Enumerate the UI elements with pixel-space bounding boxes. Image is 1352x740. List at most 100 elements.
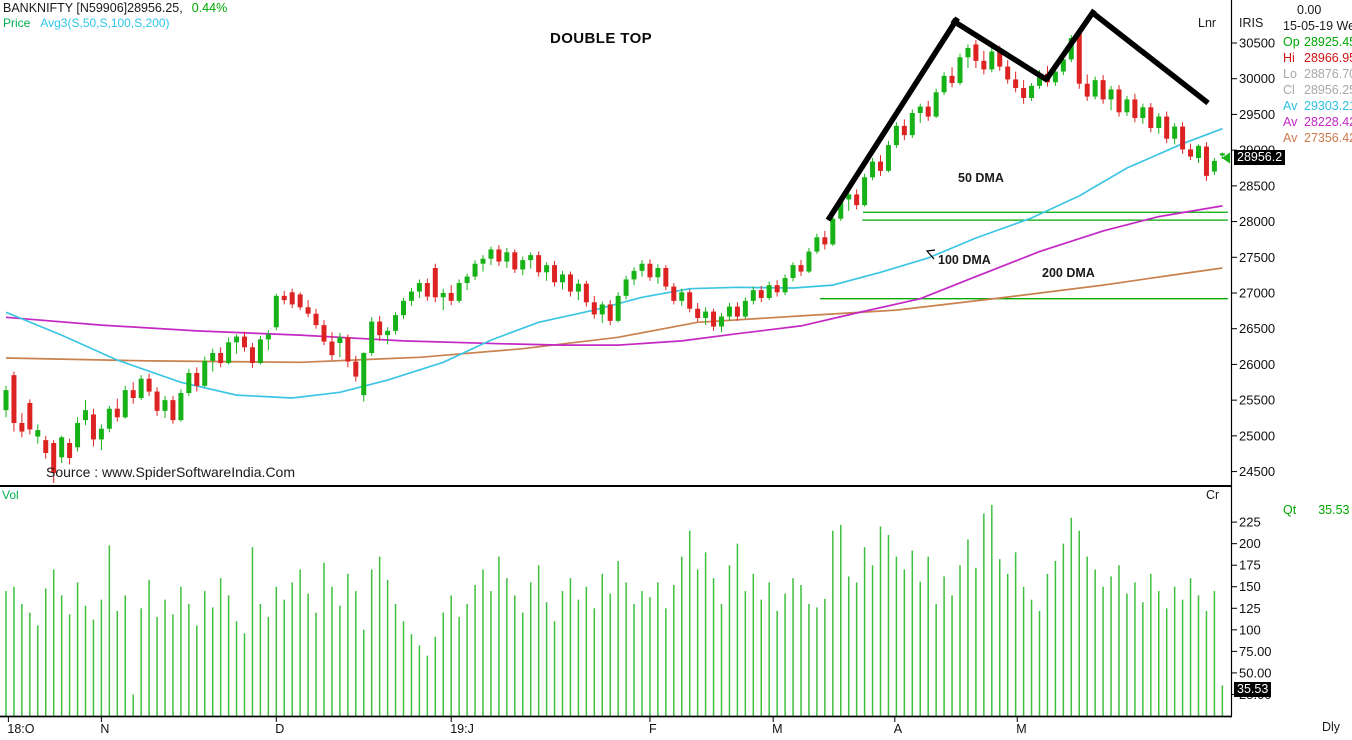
candle-down [448,292,454,301]
candle-down [496,249,502,262]
candle-up [917,106,923,113]
candle-down [822,237,828,245]
candle-up [369,321,375,353]
candle-down [27,402,33,430]
pattern-annotation: DOUBLE TOP [550,30,653,47]
candle-up [385,330,391,336]
candle-down [249,347,255,363]
trendline [1090,10,1210,106]
candle-down [67,442,73,458]
candle-up [870,161,876,178]
candle-up [766,285,772,298]
candle-down [854,194,860,206]
candle-up [631,270,637,280]
change-percent: 0.44% [191,1,228,15]
candle-up [893,125,899,146]
candle-down [305,307,311,314]
candle-up [59,437,65,458]
periodicity-label[interactable]: Dly [1322,720,1341,734]
candle-up [416,282,422,292]
price-tick-label: 29500 [1239,107,1275,122]
indicator-header: Price Avg3(S,50,S,100,S,200) [3,16,170,30]
month-label: D [275,722,284,736]
candle-down [663,267,669,287]
month-label: 19:J [450,722,474,736]
candle-down [1132,99,1138,118]
candle-down [774,285,780,293]
info-date: 15-05-19 We [1283,19,1352,33]
price-tick-label: 27000 [1239,285,1275,300]
candle-down [734,306,740,317]
candle-up [401,300,406,316]
candle-up [488,249,494,259]
candle-down [1180,126,1186,150]
avg-indicator-label: Avg3(S,50,S,100,S,200) [40,16,170,30]
dma100-pointer [925,249,936,260]
candle-up [655,267,661,278]
trendline [825,16,960,222]
dma100-label: 100 DMA [938,253,991,267]
trendline [1043,8,1097,82]
candle-up [75,422,81,448]
candle-up [806,251,812,272]
candle-up [957,57,963,83]
candle-up [162,400,168,411]
symbol-title: BANKNIFTY [N59906]28956.25, [3,1,183,15]
candle-up [830,218,836,245]
crore-unit-label: Cr [1206,488,1220,502]
volume-tick-label: 200 [1239,536,1261,551]
candle-down [981,60,987,70]
candle-up [909,112,915,136]
candle-down [512,252,518,270]
price-tick-label: 28000 [1239,214,1275,229]
ohlc-row-op: Op 28925.45 [1283,35,1352,49]
candle-down [353,361,359,377]
volume-tick-label: 225 [1239,515,1261,530]
price-tick-label: 27500 [1239,250,1275,265]
price-series-label: Price [3,16,31,30]
dma200-label: 200 DMA [1042,266,1095,280]
scale-mode-label[interactable]: Lnr [1198,16,1217,30]
candle-up [1196,145,1201,158]
volume-tick-label: 175 [1239,558,1261,573]
candle-down [1076,32,1082,84]
candle-up [838,199,844,219]
price-tick-label: 24500 [1239,464,1275,479]
candle-down [297,294,303,308]
candle-up [719,316,724,327]
price-tick-label: 26000 [1239,357,1275,372]
candle-down [687,292,693,309]
candle-up [1052,71,1058,83]
volume-tick-label: 75.00 [1239,644,1272,659]
last-price-arrow [1222,152,1230,164]
candle-down [1164,116,1170,139]
ohlc-row-cl: Cl 28956.25 [1283,83,1352,97]
candle-down [671,286,677,301]
month-label: A [894,722,903,736]
candle-up [226,342,232,363]
candle-down [1188,149,1194,157]
month-label: 18:O [7,722,34,736]
candle-up [814,237,820,252]
candle-up [1219,153,1225,156]
candle-up [456,282,462,301]
candle-up [1124,99,1130,113]
candle-down [973,44,979,61]
candle-up [1172,126,1178,139]
volume-panel-label: Vol [2,488,19,502]
candle-up [178,392,184,421]
candle-down [11,375,17,423]
candle-up [742,300,748,317]
candle-down [1100,80,1106,100]
candle-down [1013,79,1019,88]
candle-up [361,352,367,396]
candle-up [1029,85,1035,98]
tool-label-iris[interactable]: IRIS [1239,16,1264,30]
candle-down [329,341,335,356]
candle-up [106,408,112,429]
qt-label: Qt [1283,503,1297,517]
ohlc-rows: Op 28925.45 Hi 28966.95 Lo 28876.70 Cl 28956.25… [1283,34,1352,146]
candle-down [1116,89,1122,113]
